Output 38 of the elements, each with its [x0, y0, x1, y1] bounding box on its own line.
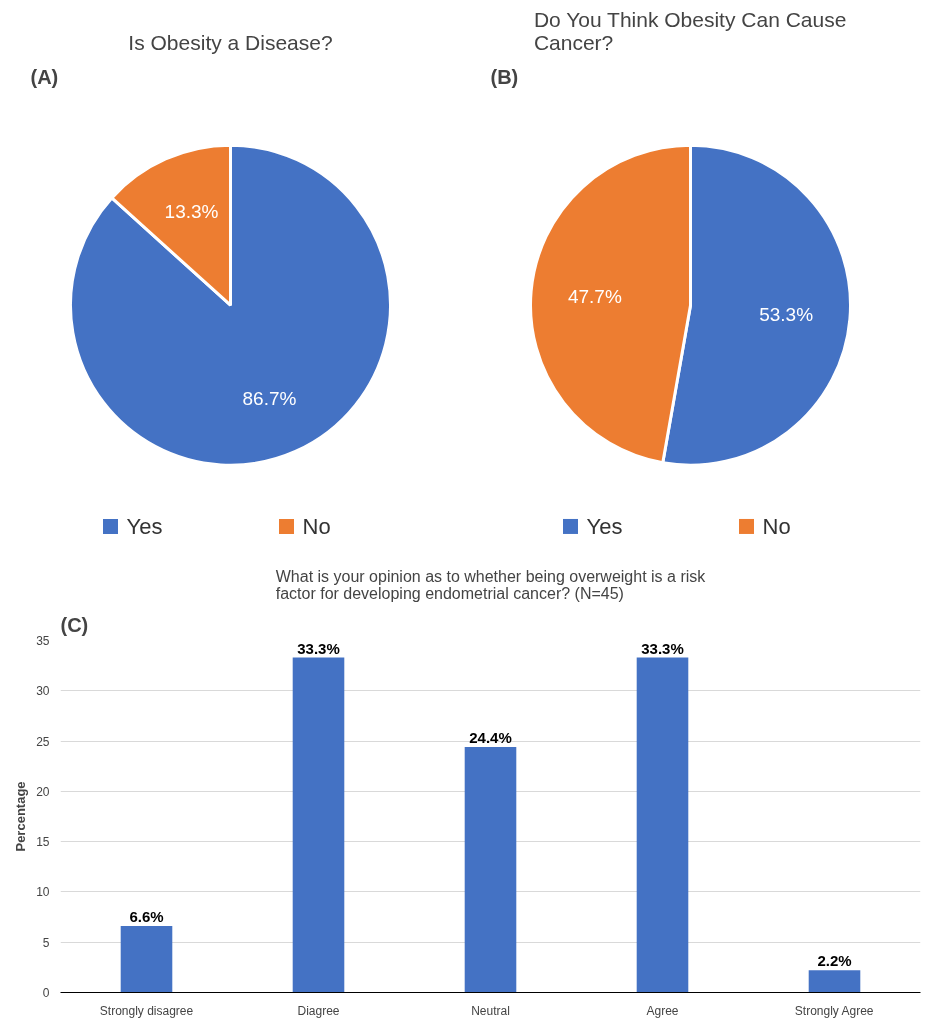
data-label: 33.3% [641, 639, 684, 657]
text: (B) [490, 65, 519, 88]
bar [120, 926, 173, 993]
y-tick-label: 20 [36, 784, 50, 799]
data-label: 86.7% [242, 388, 297, 410]
text: (A) [30, 65, 59, 88]
y-tick-label: 25 [36, 734, 50, 749]
y-tick-label: 0 [42, 986, 50, 1000]
y-axis-title: Percentage [13, 781, 29, 852]
legend-label: No [302, 513, 331, 539]
bar [808, 970, 861, 993]
x-tick-label: Neutral [471, 1003, 510, 1018]
legend-label: Yes [126, 513, 163, 539]
x-tick-label: Diagree [297, 1003, 340, 1018]
data-label: 47.7% [567, 285, 622, 307]
bar [636, 657, 689, 993]
chart-title: Is Obesity a Disease? [128, 30, 333, 54]
data-label: 2.2% [817, 952, 852, 970]
y-tick-label: 30 [36, 684, 50, 699]
data-label: 24.4% [469, 729, 512, 747]
data-label: 6.6% [129, 908, 164, 926]
bar [292, 657, 345, 993]
y-tick-label: 15 [36, 835, 50, 850]
legend-label: Yes [586, 513, 623, 539]
chart-title: Do You Think Obesity Can Cause Cancer? [533, 7, 847, 54]
y-tick-label: 35 [36, 634, 50, 648]
legend-label: No [762, 513, 791, 539]
data-label: 13.3% [164, 201, 219, 223]
x-tick-label: Strongly Agree [794, 1003, 874, 1018]
bar [464, 747, 517, 993]
x-tick-label: Strongly disagree [99, 1003, 194, 1018]
data-label: 53.3% [759, 303, 814, 325]
chart-title: What is your opinion as to whether being overweight is a risk factor for developing endometrial cancer? (N=45) [275, 567, 707, 602]
y-tick-label: 5 [42, 935, 50, 950]
y-tick-label: 10 [36, 885, 50, 900]
text: (C) [60, 613, 89, 636]
data-label: 33.3% [297, 639, 340, 657]
x-tick-label: Agree [646, 1003, 679, 1018]
